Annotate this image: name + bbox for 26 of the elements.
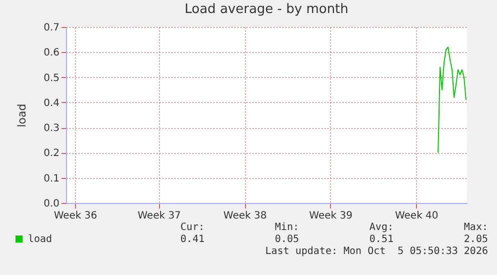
x-tick-label: Week 36 — [54, 210, 98, 222]
text: 0.05 — [274, 234, 299, 246]
line-series — [438, 46, 466, 154]
chart-title: Load average - by month — [184, 2, 348, 17]
y-tick-label: 0.4 — [44, 98, 60, 109]
text: Max: — [462, 222, 488, 234]
y-axis-title: load — [16, 104, 29, 128]
y-tick-label: 0.1 — [44, 173, 60, 184]
y-tick-label: 0.3 — [44, 123, 60, 134]
y-tick-label: 0.7 — [44, 22, 60, 34]
y-tick-label: 0.6 — [44, 48, 60, 59]
text: Cur: — [179, 222, 204, 234]
text: 0.41 — [179, 234, 204, 246]
y-tick-label: 0.2 — [44, 148, 60, 160]
text: Avg: — [368, 222, 394, 234]
y-tick-label: 0.0 — [44, 198, 60, 210]
text: Last update: Mon Oct 5 05:50:33 2026 — [264, 246, 488, 258]
legend-label: load — [28, 234, 52, 245]
x-tick-label: Week 40 — [394, 210, 438, 222]
x-tick-label: Week 39 — [309, 210, 352, 222]
y-tick-label: 0.5 — [44, 72, 60, 84]
x-tick-label: Week 37 — [138, 210, 181, 222]
text: 2.05 — [462, 234, 488, 246]
text: 0.51 — [368, 234, 394, 246]
text: Min: — [274, 222, 299, 234]
x-tick-label: Week 38 — [223, 210, 267, 222]
